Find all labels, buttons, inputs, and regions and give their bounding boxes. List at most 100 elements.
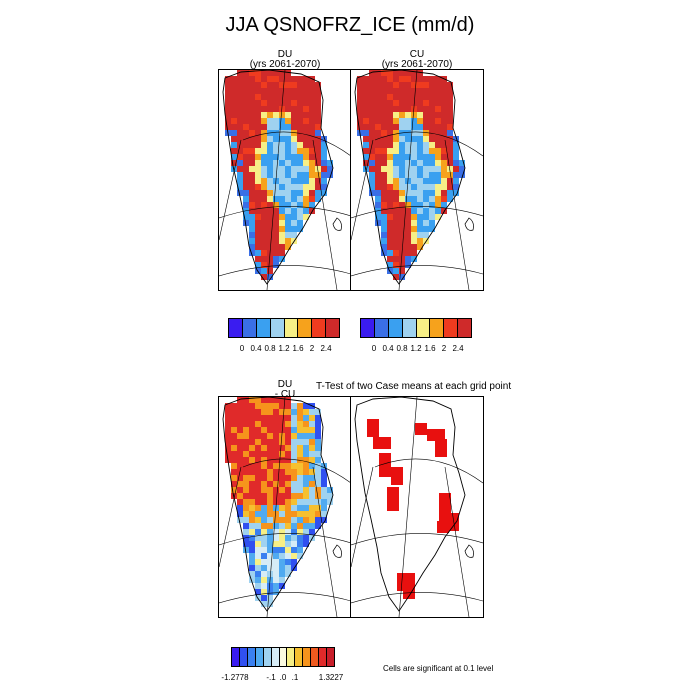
grid-cell <box>393 196 399 202</box>
grid-cell <box>321 481 327 487</box>
grid-cell <box>417 220 423 226</box>
grid-cell <box>315 136 321 142</box>
grid-cell <box>267 274 273 280</box>
grid-cell <box>273 154 279 160</box>
grid-cell <box>261 268 267 274</box>
grid-cell <box>309 415 315 421</box>
grid-cell <box>393 88 399 94</box>
grid-cell <box>435 94 441 100</box>
grid-cell <box>285 208 291 214</box>
grid-cell <box>309 427 315 433</box>
grid-cell <box>315 511 321 517</box>
grid-cell <box>327 493 333 499</box>
significant-cell <box>387 505 393 511</box>
grid-cell <box>261 415 267 421</box>
grid-cell <box>435 196 441 202</box>
grid-cell <box>303 136 309 142</box>
grid-cell <box>429 196 435 202</box>
grid-cell <box>357 124 363 130</box>
grid-cell <box>249 190 255 196</box>
grid-cell <box>411 232 417 238</box>
grid-cell <box>267 505 273 511</box>
grid-cell <box>357 76 363 82</box>
grid-cell <box>273 136 279 142</box>
grid-cell <box>267 415 273 421</box>
grid-cell <box>267 214 273 220</box>
grid-cell <box>231 160 237 166</box>
significant-cell <box>421 429 427 435</box>
colorbar-diff-swatch <box>255 648 264 666</box>
grid-cell <box>255 469 261 475</box>
grid-cell <box>321 142 327 148</box>
grid-cell <box>285 238 291 244</box>
island-outline <box>464 544 474 558</box>
grid-cell <box>279 136 285 142</box>
grid-cell <box>285 469 291 475</box>
grid-cell <box>273 208 279 214</box>
grid-cell <box>273 475 279 481</box>
grid-cell <box>309 433 315 439</box>
grid-cell <box>249 70 255 76</box>
grid-cell <box>291 535 297 541</box>
grid-cell <box>315 154 321 160</box>
grid-cell <box>435 100 441 106</box>
significant-cell <box>415 429 421 435</box>
grid-cell <box>255 487 261 493</box>
panel-du-title: DU (yrs 2061-2070) <box>218 50 352 70</box>
meridian-line <box>398 397 418 617</box>
grid-cell <box>417 196 423 202</box>
grid-cell <box>261 595 267 601</box>
grid-cell <box>291 106 297 112</box>
grid-cell <box>237 130 243 136</box>
grid-cell <box>309 82 315 88</box>
grid-cell <box>261 403 267 409</box>
significant-cell <box>433 435 439 441</box>
grid-cell <box>231 154 237 160</box>
grid-cell <box>267 601 273 607</box>
grid-cell <box>297 112 303 118</box>
grid-cell <box>261 172 267 178</box>
grid-cell <box>315 457 321 463</box>
grid-cell <box>411 136 417 142</box>
grid-cell <box>285 148 291 154</box>
grid-cell <box>279 553 285 559</box>
grid-cell <box>309 529 315 535</box>
colorbar-cu-tick-label: 0.8 <box>396 344 408 353</box>
grid-cell <box>285 202 291 208</box>
grid-cell <box>255 523 261 529</box>
grid-cell <box>297 172 303 178</box>
grid-cell <box>279 196 285 202</box>
grid-cell <box>363 112 369 118</box>
grid-cell <box>447 124 453 130</box>
grid-cell <box>417 82 423 88</box>
grid-cell <box>303 160 309 166</box>
grid-cell <box>249 196 255 202</box>
meridian-line <box>266 397 286 617</box>
grid-cell <box>387 136 393 142</box>
grid-cell <box>405 70 411 76</box>
grid-cell <box>261 427 267 433</box>
grid-cell <box>375 178 381 184</box>
panel-diff-title: DU - CU <box>218 380 352 400</box>
grid-cell <box>447 118 453 124</box>
colorbar-cu-swatch <box>444 319 459 337</box>
grid-cell <box>369 88 375 94</box>
grid-cell <box>273 445 279 451</box>
grid-cell <box>237 184 243 190</box>
grid-cell <box>417 142 423 148</box>
grid-cell <box>249 499 255 505</box>
grid-cell <box>249 517 255 523</box>
grid-cell <box>243 415 249 421</box>
grid-cell <box>393 214 399 220</box>
grid-cell <box>405 208 411 214</box>
grid-cell <box>399 166 405 172</box>
map-panel-diff <box>218 396 352 618</box>
grid-cell <box>285 493 291 499</box>
significant-cell <box>447 519 453 525</box>
grid-cell <box>291 148 297 154</box>
grid-cell <box>441 196 447 202</box>
grid-cell <box>279 202 285 208</box>
grid-cell <box>261 202 267 208</box>
grid-cell <box>441 148 447 154</box>
grid-cell <box>249 535 255 541</box>
